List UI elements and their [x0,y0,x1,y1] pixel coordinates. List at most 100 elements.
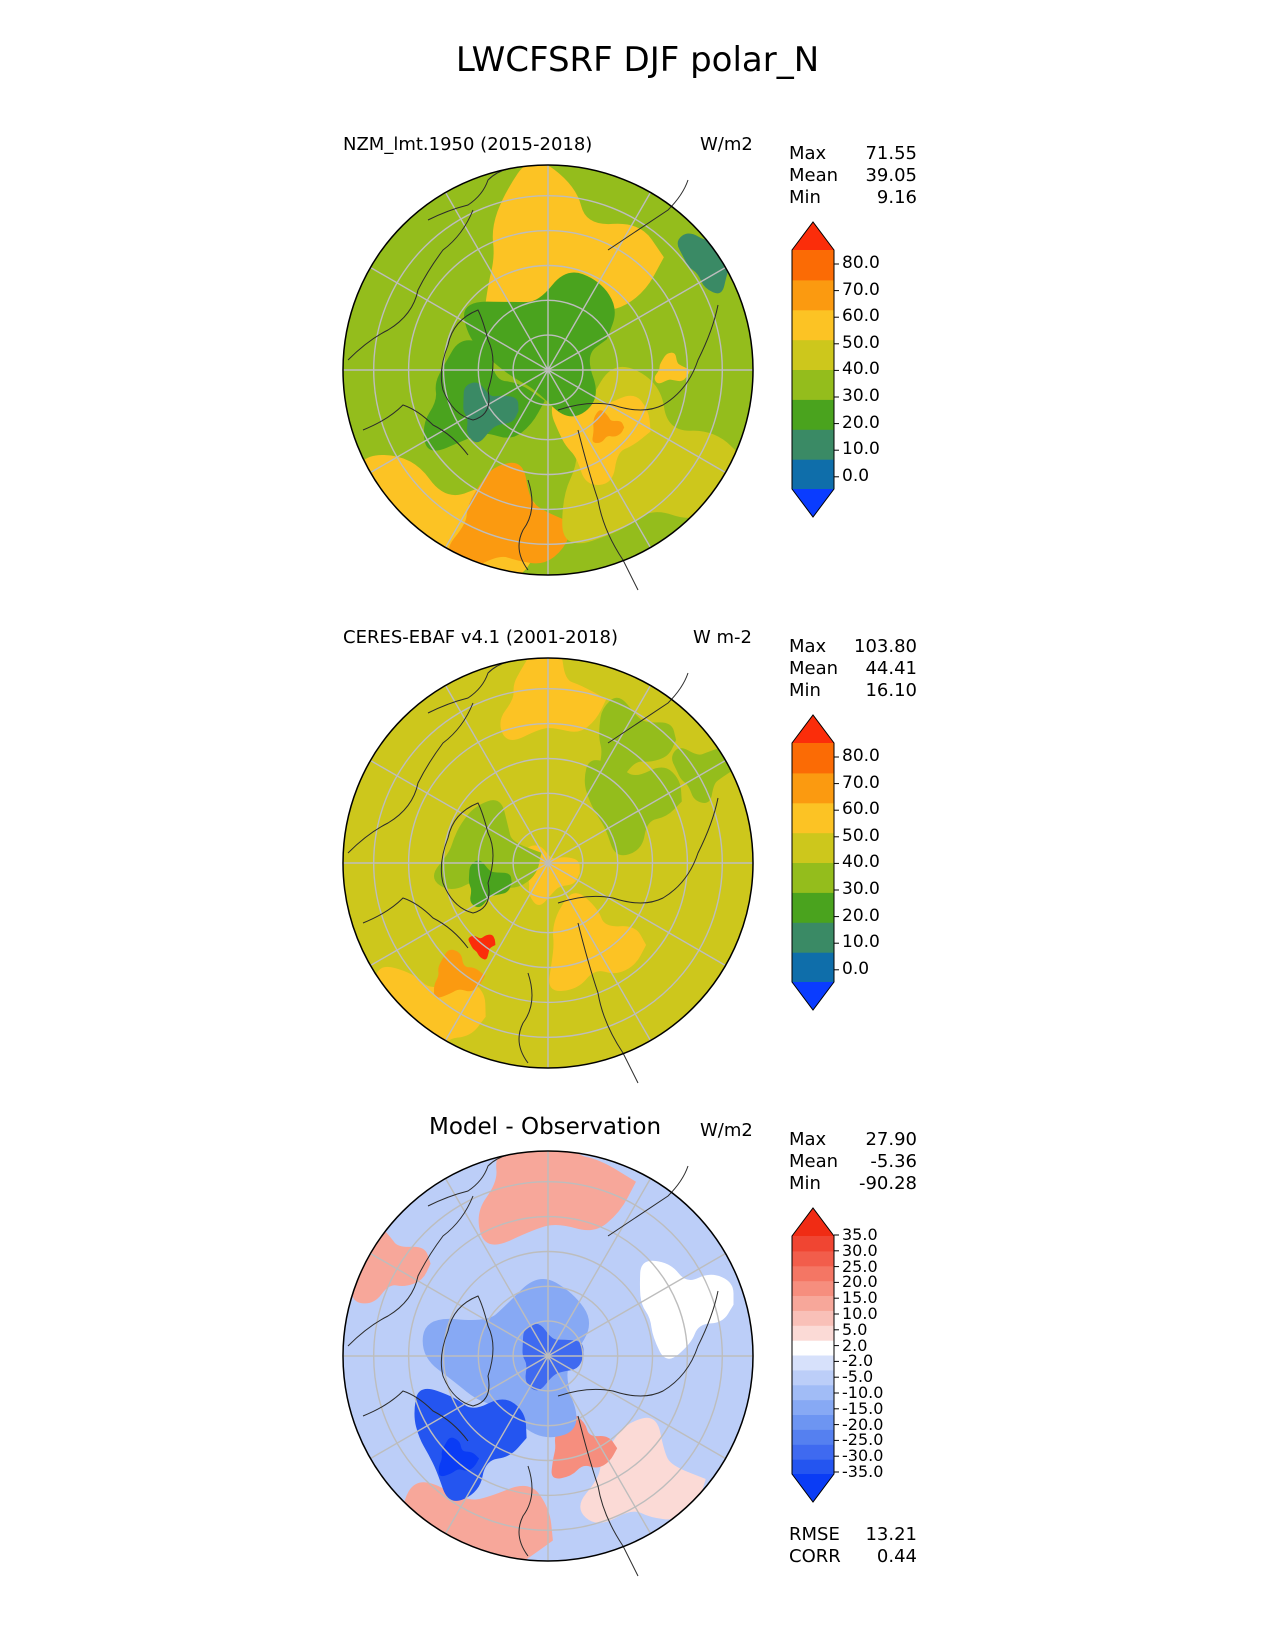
meridian-line [547,266,726,371]
panel-3-stats: Max 27.90 Mean -5.36 Min -90.28 [789,1129,917,1195]
coastline [441,1296,493,1406]
colorbar-tick-label: 0.0 [842,958,870,979]
colorbar-tick-label: -25.0 [842,1430,884,1450]
meridian-line [370,862,549,967]
coastline [441,310,493,420]
figure-title: LWCFSRF DJF polar_N [455,40,820,80]
colorbar-segment [792,369,834,400]
stat-max: Max 27.90 [789,1129,917,1150]
colorbar-tick-label: 40.0 [842,852,880,873]
colorbar-difference [791,1207,839,1503]
field-region [478,1151,636,1245]
meridian-line [370,1355,549,1460]
colorbar-segment [792,743,834,774]
colorbar-segment [792,1369,834,1386]
colorbar-outline [791,1207,835,1503]
coastline [348,703,473,853]
graticule [343,165,753,575]
colorbar-tick-label: 20.0 [842,412,880,433]
colorbar-tick-label: 50.0 [842,825,880,846]
field-region [592,410,625,444]
meridian-line [547,862,726,967]
meridian-line [370,369,549,474]
field-region [468,934,496,960]
meridian-line [547,862,652,1041]
coastline [348,210,473,360]
stat-max: Max 71.55 [789,143,917,164]
meridian-line [444,1355,549,1534]
coastline [428,661,513,713]
colorbar-tick-label: 70.0 [842,772,880,793]
colorbar-tick-label: 35.0 [842,1225,878,1244]
meridian-line [547,685,652,864]
colorbar-tick-label: 0.0 [842,465,870,486]
field-region [433,949,486,998]
meridian-line [444,369,549,548]
coastline [519,973,532,1063]
colorbar-tick-label: -20.0 [842,1414,884,1434]
meridian-line [547,369,652,548]
meridian-line [370,1252,549,1357]
coastlines [348,661,718,1083]
colorbar-extend-bottom [792,1474,834,1502]
colorbar-segment [792,1325,834,1341]
panel-1-units: W/m2 [700,134,753,155]
panel-2-title: CERES-EBAF v4.1 (2001-2018) [343,627,619,648]
colorbar-extend-top [792,715,834,743]
colorbar-tick-label: -30.0 [842,1446,884,1466]
colorbar-segment [792,1429,834,1445]
field-region [599,697,677,781]
colorbar-outline [791,714,835,1011]
colorbar-tick-label: 80.0 [842,746,880,766]
colorbar-segment [792,339,834,370]
coastline [428,168,513,220]
colorbar-tick-label: -35.0 [842,1462,884,1481]
colorbar-segment [792,1310,834,1326]
polar-map-observation [342,657,754,1083]
colorbar-tick-label: -15.0 [842,1398,884,1418]
colorbar-segment [792,922,834,953]
stat-rmse: RMSE 13.21 [789,1524,917,1545]
colorbar-segment [792,1459,834,1475]
stat-mean: Mean 44.41 [789,658,917,679]
colorbar-segment [792,429,834,460]
coastline [608,180,688,250]
colorbar-tick-label: 20.0 [842,905,880,926]
stat-min: Min 9.16 [789,187,917,208]
colorbar-segment [792,1250,834,1267]
panel-1-title: NZM_lmt.1950 (2015-2018) [343,134,593,155]
colorbar-tick-label: 60.0 [842,799,880,820]
coastline [428,1154,513,1206]
meridian-line [370,759,549,864]
colorbar-segment [792,1444,834,1460]
colorbar-segment [792,1414,834,1430]
coastline [558,305,718,410]
coastline [519,480,532,570]
field-region [672,748,733,804]
colorbar-segment [792,1340,834,1356]
colorbar-tick-label: 5.0 [842,1319,868,1339]
panel-3-units: W/m2 [700,1120,753,1141]
panel-3-title: Model - Observation [429,1114,662,1140]
field-region [433,800,542,890]
colorbar-extend-top [792,222,834,250]
polar-map-difference [342,1150,754,1621]
colorbar-segment [792,892,834,923]
stat-min: Min -90.28 [789,1173,917,1194]
meridian-line [547,1355,652,1534]
colorbar-segment [792,250,834,281]
colorbar-tick-label: -5.0 [842,1367,874,1387]
meridian-line [444,862,549,1041]
field-region [468,860,512,908]
coastline [519,1466,532,1556]
field-region [463,382,519,443]
colorbar-model [791,221,839,518]
colorbar-segment [792,772,834,804]
coastline [348,1196,473,1346]
colorbar-extend-top [792,1208,834,1236]
colorbar-segment [792,1280,834,1296]
panel-2-stats: Max 103.80 Mean 44.41 Min 16.10 [789,636,917,702]
colorbar-segment [792,832,834,863]
field-region [549,893,647,991]
